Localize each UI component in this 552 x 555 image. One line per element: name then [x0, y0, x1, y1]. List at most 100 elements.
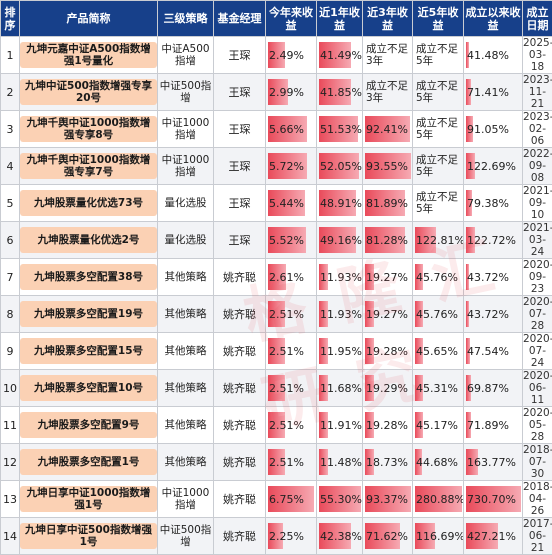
return-cell-ytd: 5.66% [266, 111, 317, 148]
product-name-cell: 九坤日享中证1000指数增强1号 [20, 481, 158, 518]
return-cell-ytd: 2.49% [266, 37, 317, 74]
manager-cell: 姚齐聪 [214, 518, 266, 555]
return-cell-y5: 45.76% [413, 259, 464, 296]
product-name[interactable]: 九坤千舆中证1000指数增强专享7号 [20, 153, 157, 179]
return-cell-y3: 19.27% [363, 259, 413, 296]
return-cell-y1: 51.53% [317, 111, 363, 148]
return-value: 122.69% [464, 160, 522, 173]
product-name[interactable]: 九坤中证500指数增强专享20号 [20, 79, 157, 105]
header-ytd[interactable]: 今年来收益 [266, 1, 317, 37]
product-name[interactable]: 九坤股票多空配置1号 [20, 449, 157, 475]
rank-cell: 11 [1, 407, 20, 444]
header-since[interactable]: 成立以来收益 [464, 1, 523, 37]
product-name[interactable]: 九坤日享中证500指数增强1号 [20, 523, 157, 549]
return-value: 47.54% [464, 345, 522, 358]
rank-cell: 10 [1, 370, 20, 407]
return-cell-y3: 92.41% [363, 111, 413, 148]
return-value: 2.51% [266, 382, 316, 395]
return-cell-ytd: 2.51% [266, 296, 317, 333]
return-cell-y1: 41.85% [317, 74, 363, 111]
return-value: 48.91% [317, 197, 362, 210]
return-value: 43.72% [464, 308, 522, 321]
return-value: 5.72% [266, 160, 316, 173]
product-name[interactable]: 九坤日享中证1000指数增强1号 [20, 486, 157, 512]
return-cell-since: 122.72% [464, 222, 523, 259]
return-value: 成立不足5年 [413, 117, 463, 141]
return-value: 2.61% [266, 271, 316, 284]
return-cell-y5: 116.69% [413, 518, 464, 555]
return-value: 55.30% [317, 493, 362, 506]
strategy-cell: 其他策略 [158, 370, 214, 407]
return-value: 2.51% [266, 345, 316, 358]
header-date[interactable]: 成立日期 [523, 1, 552, 37]
return-cell-y3: 81.89% [363, 185, 413, 222]
return-value: 71.41% [464, 86, 522, 99]
return-value: 2.51% [266, 456, 316, 469]
product-name[interactable]: 九坤元嘉中证A500指数增强1号量化 [20, 42, 157, 68]
product-name[interactable]: 九坤股票多空配置9号 [20, 412, 157, 438]
return-cell-since: 47.54% [464, 333, 523, 370]
rank-cell: 7 [1, 259, 20, 296]
return-cell-y5: 成立不足5年 [413, 148, 464, 185]
product-name[interactable]: 九坤股票量化优选73号 [20, 190, 157, 216]
product-name[interactable]: 九坤股票多空配置10号 [20, 375, 157, 401]
return-value: 44.68% [413, 456, 463, 469]
return-value: 163.77% [464, 456, 522, 469]
header-name[interactable]: 产品简称 [20, 1, 158, 37]
return-value: 45.76% [413, 271, 463, 284]
return-value: 11.95% [317, 345, 362, 358]
inception-date-cell: 2018-04-26 [523, 481, 552, 518]
return-cell-y5: 280.88% [413, 481, 464, 518]
return-cell-y1: 11.93% [317, 296, 363, 333]
return-value: 280.88% [413, 493, 463, 506]
return-value: 11.93% [317, 308, 362, 321]
product-name[interactable]: 九坤股票多空配置19号 [20, 301, 157, 327]
manager-cell: 姚齐聪 [214, 370, 266, 407]
return-value: 19.28% [363, 345, 412, 358]
header-y5[interactable]: 近5年收益 [413, 1, 464, 37]
return-value: 2.51% [266, 308, 316, 321]
return-cell-ytd: 2.51% [266, 444, 317, 481]
return-value: 2.99% [266, 86, 316, 99]
product-name-cell: 九坤股票量化优选2号 [20, 222, 158, 259]
header-y1[interactable]: 近1年收益 [317, 1, 363, 37]
manager-cell: 王琛 [214, 37, 266, 74]
header-y3[interactable]: 近3年收益 [363, 1, 413, 37]
return-cell-y5: 成立不足5年 [413, 185, 464, 222]
header-manager[interactable]: 基金经理 [214, 1, 266, 37]
return-cell-ytd: 5.44% [266, 185, 317, 222]
product-name[interactable]: 九坤千舆中证1000指数增强专享8号 [20, 116, 157, 142]
product-name[interactable]: 九坤股票多空配置15号 [20, 338, 157, 364]
return-cell-y1: 41.49% [317, 37, 363, 74]
header-idx[interactable]: 排序 [1, 1, 20, 37]
strategy-cell: 量化选股 [158, 185, 214, 222]
strategy-cell: 量化选股 [158, 222, 214, 259]
return-cell-y3: 93.55% [363, 148, 413, 185]
return-cell-ytd: 2.51% [266, 370, 317, 407]
return-value: 2.49% [266, 49, 316, 62]
product-name[interactable]: 九坤股票多空配置38号 [20, 264, 157, 290]
return-value: 18.73% [363, 456, 412, 469]
return-cell-y1: 11.95% [317, 333, 363, 370]
header-category[interactable]: 三级策略 [158, 1, 214, 37]
inception-date-cell: 2023-11-21 [523, 74, 552, 111]
product-name-cell: 九坤千舆中证1000指数增强专享7号 [20, 148, 158, 185]
product-name[interactable]: 九坤股票量化优选2号 [20, 227, 157, 253]
return-cell-since: 43.72% [464, 259, 523, 296]
return-value: 79.38% [464, 197, 522, 210]
